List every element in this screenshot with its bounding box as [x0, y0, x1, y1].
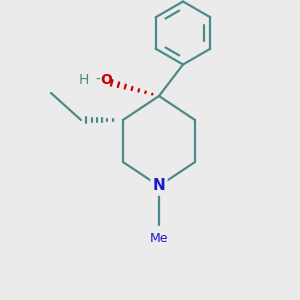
Text: H: H — [78, 73, 88, 86]
Text: -: - — [95, 73, 100, 86]
Text: N: N — [153, 178, 165, 194]
Text: Me: Me — [150, 232, 168, 244]
Text: O: O — [100, 73, 112, 86]
